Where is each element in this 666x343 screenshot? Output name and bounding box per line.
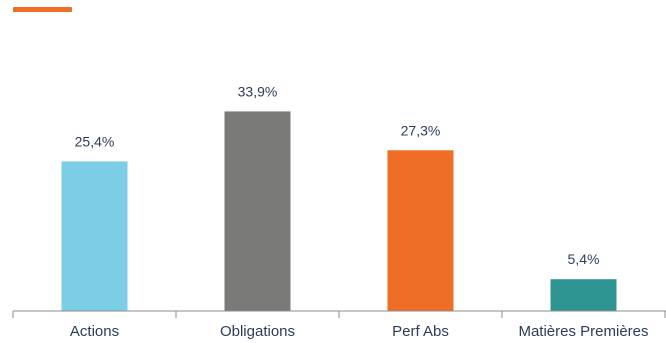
value-label-0: 25,4% — [75, 133, 115, 149]
bar-3 — [550, 279, 617, 311]
category-label-3: Matières Premières — [518, 323, 648, 340]
x-axis-ticks — [12, 311, 666, 318]
category-label-0: Actions — [70, 323, 119, 340]
category-labels-group: Actions Obligations Perf Abs Matières Premi… — [70, 323, 649, 340]
bars-group — [61, 111, 617, 311]
value-label-1: 33,9% — [238, 83, 278, 99]
category-label-1: Obligations — [220, 323, 295, 340]
category-label-2: Perf Abs — [392, 323, 449, 340]
bar-1 — [224, 111, 291, 311]
bar-0 — [61, 161, 128, 311]
bar-2 — [387, 150, 454, 311]
value-label-3: 5,4% — [568, 251, 600, 267]
value-labels-group: 25,4% 33,9% 27,3% 5,4% — [75, 83, 600, 267]
value-label-2: 27,3% — [401, 122, 441, 138]
accent-bar — [13, 7, 72, 12]
